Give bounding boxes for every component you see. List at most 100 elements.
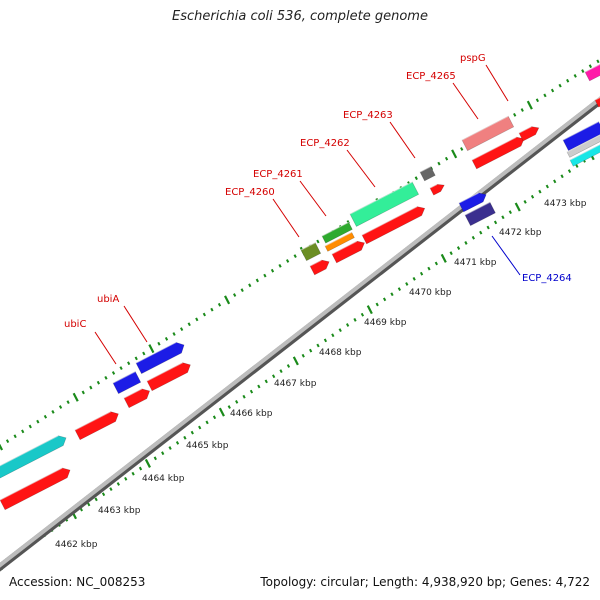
- minor-tick: [51, 410, 55, 414]
- gene-label: ECP_4263: [343, 110, 393, 121]
- gene-label: ubiA: [97, 294, 119, 305]
- minor-tick: [127, 361, 131, 366]
- cds-rev-blue: [458, 192, 487, 213]
- gene-label-leader: [299, 180, 327, 217]
- minor-tick: [558, 83, 562, 88]
- cds-ECP_4263: [419, 165, 436, 182]
- feature-layer: [0, 63, 600, 511]
- feature-highlight: [458, 192, 479, 204]
- minor-tick: [464, 241, 468, 245]
- cds-red-b: [146, 362, 191, 392]
- major-tick: [218, 407, 225, 417]
- minor-tick: [285, 259, 290, 263]
- minor-tick: [316, 343, 320, 348]
- feature-body: [518, 126, 540, 142]
- cds-red-small: [74, 411, 119, 441]
- minor-tick: [456, 246, 461, 250]
- minor-tick: [316, 239, 320, 244]
- minor-tick: [131, 471, 135, 476]
- inner-tick-line: [0, 148, 600, 571]
- backbone-line: [0, 96, 600, 568]
- feature-highlight: [464, 201, 491, 216]
- scale-tick-label: 4466 kbp: [230, 409, 273, 419]
- cds-ubiC: [112, 371, 142, 395]
- feature-highlight: [349, 181, 413, 215]
- gene-label-leader: [452, 82, 479, 120]
- minor-tick: [427, 266, 431, 271]
- feature-highlight: [0, 435, 59, 467]
- backbone-layer: [0, 96, 600, 572]
- cds-red-left: [0, 467, 71, 511]
- minor-tick: [109, 487, 113, 491]
- minor-tick: [272, 374, 276, 379]
- minor-tick: [101, 492, 106, 497]
- major-tick: [72, 392, 79, 402]
- minor-tick: [412, 276, 416, 281]
- gene-label-leader: [346, 149, 376, 188]
- tick-layer: [0, 59, 600, 571]
- minor-tick: [202, 312, 206, 317]
- gene-label-leader: [491, 235, 521, 276]
- minor-tick: [28, 424, 32, 429]
- minor-tick: [360, 312, 365, 317]
- minor-tick: [538, 189, 542, 194]
- minor-tick: [168, 446, 172, 450]
- feature-highlight: [562, 121, 599, 141]
- minor-tick: [96, 380, 101, 385]
- feature-highlight: [331, 240, 358, 255]
- minor-tick: [535, 98, 540, 103]
- feature-highlight: [309, 259, 322, 267]
- minor-tick: [375, 302, 379, 307]
- minor-tick: [235, 400, 239, 404]
- feature-highlight: [419, 165, 431, 173]
- minor-tick: [270, 268, 275, 273]
- minor-tick: [581, 69, 585, 73]
- minor-tick: [119, 366, 123, 370]
- minor-tick: [233, 293, 237, 297]
- cds-cyan-left: [0, 435, 67, 479]
- gene-label: pspG: [460, 53, 486, 64]
- minor-tick: [89, 385, 93, 390]
- feature-body: [74, 411, 119, 441]
- minor-tick: [449, 251, 453, 256]
- feature-highlight: [324, 231, 352, 247]
- minor-tick: [175, 441, 180, 445]
- minor-tick: [124, 476, 128, 481]
- minor-tick: [43, 414, 48, 419]
- feature-body: [0, 467, 71, 511]
- minor-tick: [240, 288, 244, 293]
- minor-tick: [205, 420, 209, 425]
- minor-tick: [434, 261, 438, 266]
- feature-highlight: [300, 242, 316, 251]
- feature-body: [309, 259, 330, 276]
- gene-label-leader: [389, 121, 416, 159]
- cds-pspG: [461, 115, 515, 152]
- minor-tick: [263, 273, 267, 278]
- cds-red-i: [594, 96, 600, 108]
- cds-ECP_4260: [300, 242, 322, 262]
- scale-tick-label: 4471 kbp: [454, 258, 497, 268]
- minor-tick: [323, 338, 328, 343]
- scale-tick-label: 4468 kbp: [319, 348, 362, 358]
- minor-tick: [382, 297, 387, 302]
- scale-tick-label: 4467 kbp: [274, 379, 317, 389]
- feature-body: [429, 184, 445, 196]
- label-layer: 4462 kbp 4463 kbp 4464 kbp 4465 kbp 4466 kbp…: [55, 53, 587, 550]
- minor-tick: [414, 176, 418, 181]
- minor-tick: [545, 184, 549, 189]
- minor-tick: [460, 147, 464, 151]
- minor-tick: [437, 161, 441, 166]
- minor-tick: [210, 307, 214, 312]
- minor-tick: [36, 419, 40, 424]
- minor-tick: [390, 292, 394, 297]
- minor-tick: [286, 364, 291, 368]
- cds-ECP_4264: [464, 201, 496, 227]
- minor-tick: [419, 271, 424, 276]
- feature-highlight: [471, 136, 517, 161]
- minor-tick: [508, 210, 512, 215]
- gene-label: ECP_4261: [253, 169, 303, 180]
- minor-tick: [520, 108, 524, 112]
- minor-tick: [493, 220, 498, 225]
- minor-tick: [479, 230, 483, 235]
